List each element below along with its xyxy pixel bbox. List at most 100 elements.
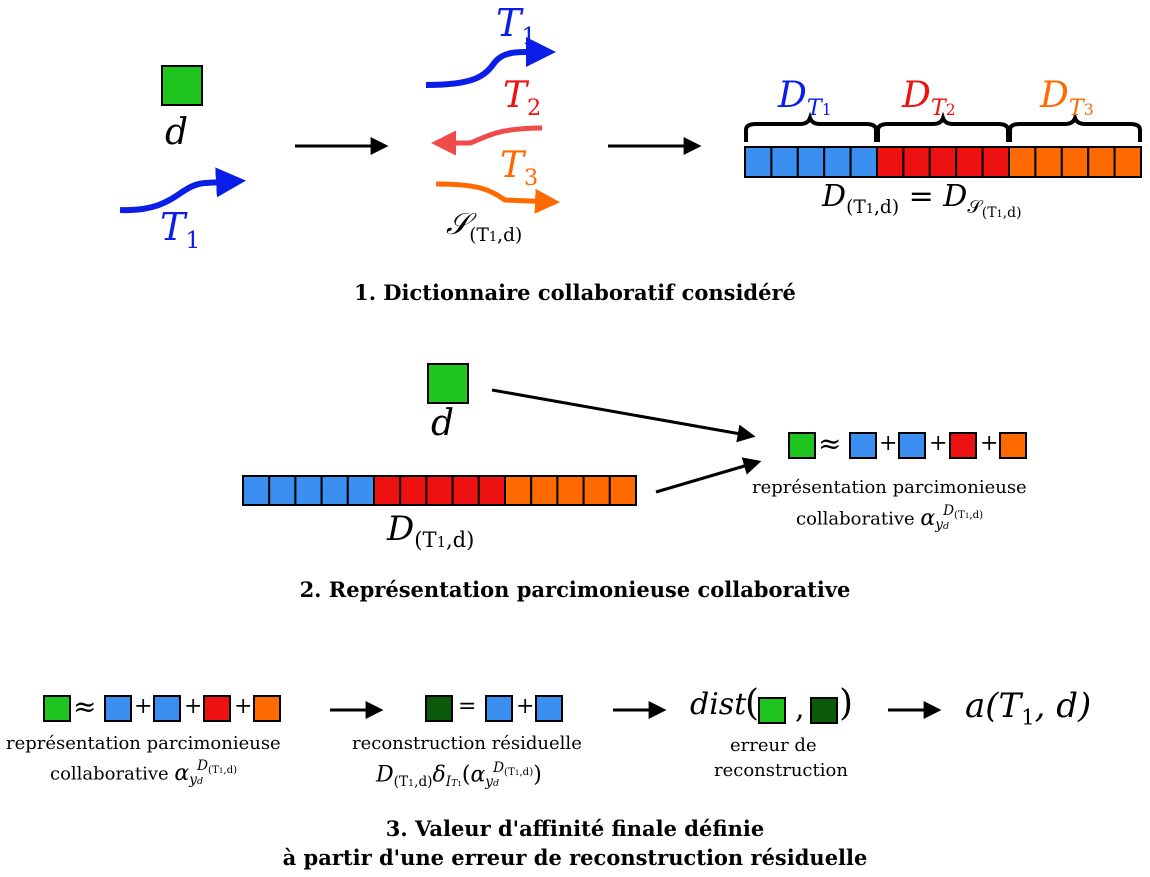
residual-reconstruction-squares [425,695,563,722]
T1-letter-2: T [496,1,522,45]
alpha3-sub-d: d [196,776,204,788]
rf-alpha-sup-D: D [493,760,505,776]
dictionary-bar-1 [744,146,1142,178]
aff-end: , d) [1034,686,1092,726]
D-T2-T: T [930,94,946,121]
d-square [161,65,203,106]
caption-1: 1. Dictionnaire collaboratif considéré [354,280,796,305]
dictionary-atom [530,475,559,506]
dist-comma: , [795,691,805,726]
rf-delta: δ [432,762,446,788]
D2-subscript: (T1,d) [414,527,474,552]
D2-sub-idx: 1 [436,534,446,552]
residual-formula: D(T1,d)δIT1(αydD(T1,d)) [376,760,542,791]
S-label: 𝒮(T1,d) [446,210,522,245]
T1-index-2: 1 [521,22,537,51]
eq-right-sub2-end: ,d) [1002,204,1022,221]
approx-symbol-2: ≈ [818,427,842,460]
dictionary-atom [346,475,375,506]
alpha3-sup-open: (T [208,765,219,777]
T1-trajectory-arrow [119,167,246,214]
D-T3-idx: 3 [1083,100,1094,119]
T3-trajectory-arrow [435,181,560,214]
plus-symbol: + [134,694,153,719]
alpha-letter: α [920,505,936,531]
d-label-2: d [431,403,455,444]
caption-3-line1: 3. Valeur d'affinité finale définie [385,816,765,841]
caption-2: 2. Représentation parcimonieuse collabor… [299,577,851,602]
T1-index: 1 [185,226,201,255]
D-letter-T2: D [902,75,931,116]
alpha3-sub: yd [189,772,203,788]
D-T1-T: T [806,94,822,121]
dictionary-atom [928,146,958,178]
eq-D-left: D [822,179,847,214]
alpha3-sup: D(T1,d) [197,758,238,777]
D-T2-idx: 2 [945,100,956,119]
dictionary-atom [399,475,428,506]
rf-alpha-sup-end: ,d) [519,767,534,779]
alpha3-sup-end: ,d) [223,765,238,777]
rf-delta-sub: IT1 [445,774,462,791]
dictionary-atom [242,475,271,506]
sparse-note-2-line1: représentation parcimonieuse [752,477,1027,498]
T1-label: T1 [160,208,200,253]
rf-alpha-sub: yd [485,774,499,790]
rf-D-sub: (T1,d) [394,774,433,790]
T1-letter: T [160,205,186,249]
dictionary-atom [477,475,506,506]
alpha-sup-D: D [943,503,955,519]
dist-open-paren: ( [745,683,760,724]
plus-symbol: + [879,431,898,456]
aff-open: a(T [965,686,1022,726]
rf-D-sub-idx: 1 [408,778,415,790]
eq-left-sub: (T1,d) [846,197,899,218]
dictionary-atom [373,475,402,506]
residual-note-line1: reconstruction résiduelle [352,733,582,754]
dictionary-atom [268,475,297,506]
eq-right-sub2-open: (T [981,204,997,221]
dictionary-atom [425,475,454,506]
alpha-sup-open: (T [954,510,965,522]
alpha-sub-d: d [942,521,950,533]
eq-left-sub-idx: 1 [865,201,874,217]
D-label-2: D(T1,d) [387,512,474,551]
T2-label: T2 [503,78,541,119]
dictionary-atom [320,475,349,506]
D-T2-label: DT2 [902,78,956,119]
S-subscript: (T1,d) [469,225,522,246]
alpha3-sub-y: y [189,772,197,789]
eq-right-sub: 𝒮(T1,d) [967,197,1022,221]
D-letter-T3: D [1040,75,1069,116]
S-letter: 𝒮 [446,207,470,242]
alpha-expression-2: αydD(T1,d) [920,503,984,534]
D2-sub-open: (T [414,527,437,553]
T1-trajectory-arrow-2 [425,36,556,88]
dictionary-atom [1087,146,1116,178]
arrow-icon [491,388,756,443]
note3-word: collaborative [50,763,169,785]
rf-D-sub-end: ,d) [414,774,433,791]
D-T1-label: DT1 [778,78,832,119]
alpha-sup-end: ,d) [969,510,984,522]
dictionary-atom [823,146,852,178]
alpha-sub-y: y [935,517,943,534]
dictionary-atom [981,146,1010,178]
eq-D-right: D [943,179,968,214]
D-T1-subscript: T1 [807,95,832,121]
S-sub-idx: 1 [488,229,498,245]
dictionary-atom [556,475,585,506]
dictionary-atom [294,475,323,506]
dist-function: dist [690,687,747,722]
D-T2-subscript: T2 [931,95,956,121]
rf-D: D [376,762,394,788]
plus-symbol: + [184,694,203,719]
distance-squares [758,697,838,724]
D-T3-label: DT3 [1040,78,1094,119]
T3-label: T3 [500,148,538,189]
dictionary-atom [849,146,878,178]
d-label: d [165,112,189,153]
caption-3-line2: à partir d'une erreur de reconstruction … [282,845,868,870]
rf-alpha-sup-sub: (T1,d) [504,767,533,778]
eq-left-sub-end: ,d) [874,196,900,218]
